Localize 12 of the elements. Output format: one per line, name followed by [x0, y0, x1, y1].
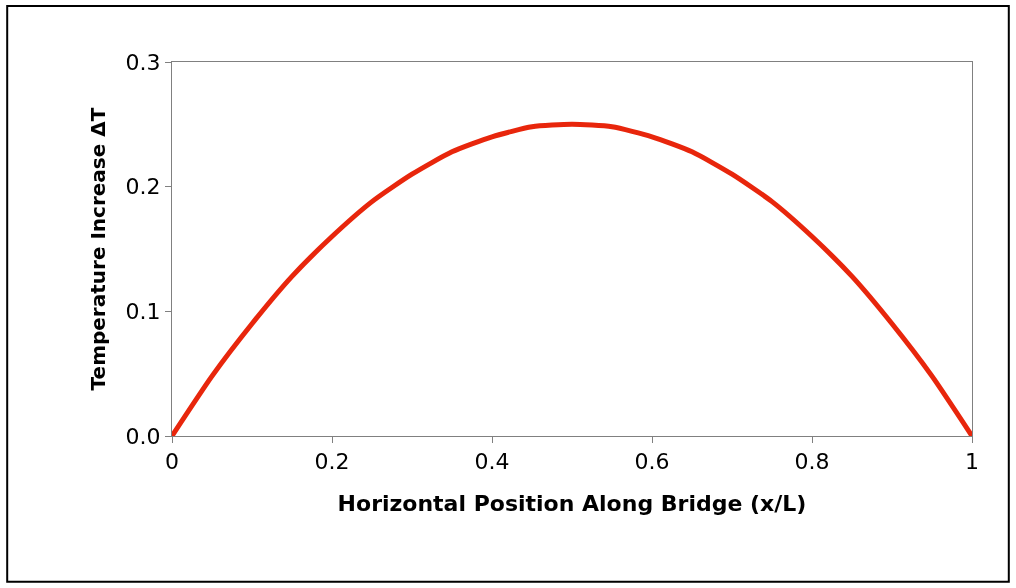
y-axis-title: Temperature Increase ΔT [86, 107, 111, 391]
x-tick-label: 0.2 [314, 449, 350, 475]
y-tick-label: 0.2 [125, 174, 161, 200]
y-tick-label: 0.1 [125, 299, 161, 325]
y-tick-label: 0.0 [125, 423, 161, 449]
x-tick-label: 0.8 [794, 449, 830, 475]
x-axis-title: Horizontal Position Along Bridge (x/L) [337, 491, 807, 517]
x-tick-label: 0.4 [474, 449, 510, 475]
x-tick-label: 0 [165, 449, 179, 475]
x-tick-label: 1 [965, 449, 979, 475]
x-tick-label: 0.6 [634, 449, 670, 475]
y-tick-label: 0.3 [125, 49, 161, 75]
